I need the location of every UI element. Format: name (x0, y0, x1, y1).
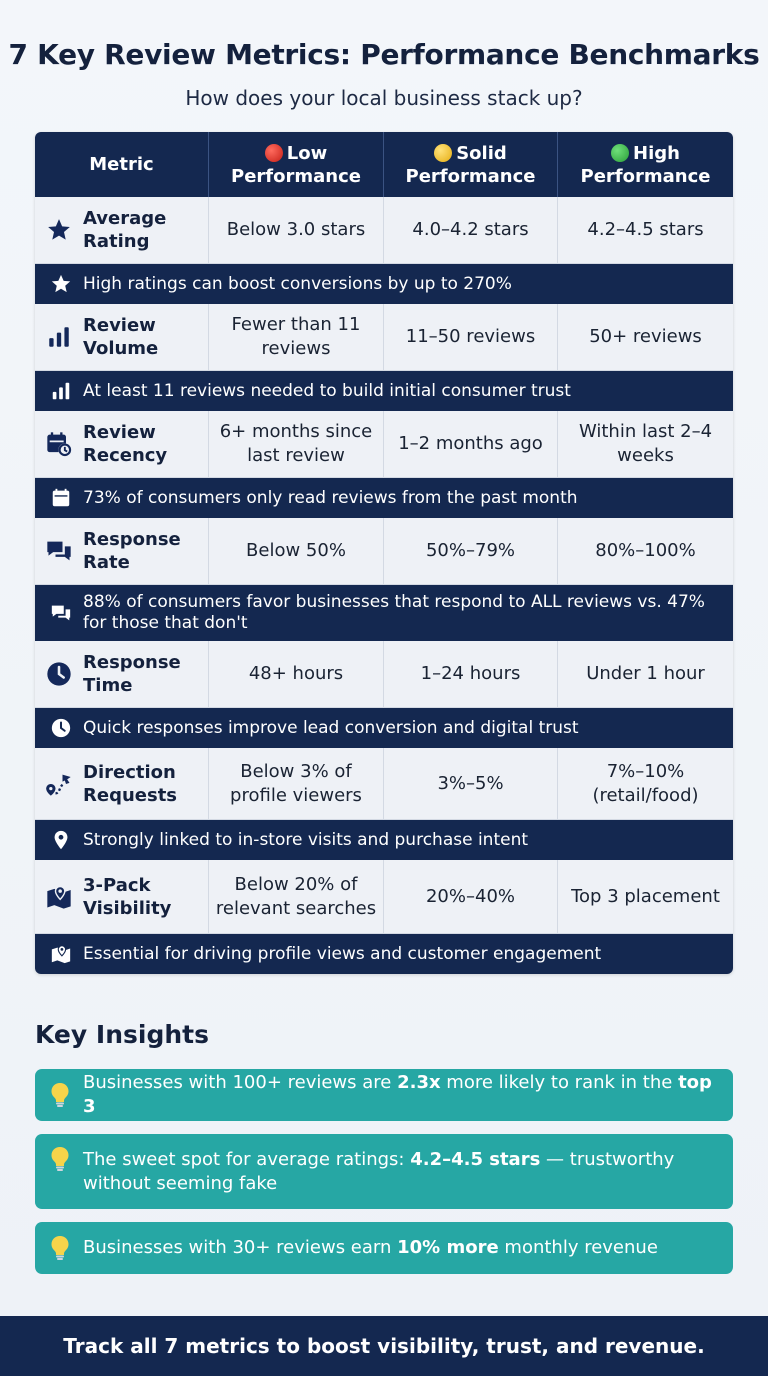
low-cell: Below 20% of relevant searches (209, 860, 384, 933)
header-high: High Performance (558, 132, 733, 197)
header-solid: Solid Performance (384, 132, 558, 197)
metric-cell: Response Time (35, 641, 209, 707)
green-dot-icon (611, 143, 630, 162)
solid-cell: 11–50 reviews (384, 304, 558, 370)
clock-icon (49, 716, 73, 740)
high-cell: Top 3 placement (571, 885, 720, 907)
note-text: Strongly linked to in-store visits and p… (83, 829, 529, 850)
calendar-icon (49, 486, 73, 510)
note-text: Essential for driving profile views and … (83, 943, 602, 964)
header-high-label: High Performance (580, 142, 711, 187)
chat-bubbles-icon (45, 537, 73, 565)
insight-text: The sweet spot for average ratings: 4.2–… (83, 1148, 675, 1194)
low-cell: 48+ hours (209, 641, 384, 707)
metric-cell: Direction Requests (35, 748, 209, 819)
note-band: High ratings can boost conversions by up… (35, 264, 733, 304)
note-text: Quick responses improve lead conversion … (83, 717, 579, 738)
solid-cell: 1–2 months ago (384, 411, 558, 477)
metric-name: Review Volume (83, 315, 159, 359)
high-cell: 7%–10% (retail/food) (592, 760, 699, 806)
high-cell: Within last 2–4 weeks (578, 421, 713, 466)
note-text: 73% of consumers only read reviews from … (83, 487, 578, 508)
bar-chart-icon (49, 379, 73, 403)
calendar-clock-icon (45, 430, 73, 458)
table-row: Response Time 48+ hours 1–24 hours Under… (35, 641, 733, 708)
solid-cell: 4.0–4.2 stars (384, 197, 558, 263)
metric-cell: Review Volume (35, 304, 209, 370)
note-text: At least 11 reviews needed to build init… (83, 380, 571, 401)
note-band: Strongly linked to in-store visits and p… (35, 820, 733, 860)
star-icon (45, 216, 73, 244)
insights-title: Key Insights (35, 1020, 209, 1049)
lightbulb-icon (51, 1236, 69, 1260)
lightbulb-icon (51, 1147, 69, 1171)
low-cell: Below 3.0 stars (209, 197, 384, 263)
low-cell: Below 3% of profile viewers (209, 748, 384, 819)
solid-cell: 1–24 hours (384, 641, 558, 707)
header-metric: Metric (35, 132, 209, 197)
high-cell: 80%–100% (595, 540, 696, 561)
map-pin-icon (49, 942, 73, 966)
insight-card: The sweet spot for average ratings: 4.2–… (35, 1134, 733, 1209)
note-band: 88% of consumers favor businesses that r… (35, 585, 733, 641)
low-cell: Below 50% (209, 518, 384, 584)
header-solid-label: Solid Performance (405, 142, 536, 187)
chat-bubbles-icon (49, 601, 73, 625)
metric-cell: Response Rate (35, 518, 209, 584)
insight-card: Businesses with 30+ reviews earn 10% mor… (35, 1222, 733, 1274)
note-text: High ratings can boost conversions by up… (83, 273, 512, 294)
metric-name: Direction Requests (83, 761, 178, 806)
footer-banner: Track all 7 metrics to boost visibility,… (0, 1316, 768, 1376)
high-cell: Under 1 hour (586, 663, 705, 684)
benchmarks-table: Metric Low Performance Solid Performance… (35, 132, 733, 974)
header-low-label: Low Performance (231, 142, 361, 187)
metric-name: 3-Pack Visibility (83, 874, 172, 919)
solid-cell: 3%–5% (384, 748, 558, 819)
solid-cell: 50%–79% (384, 518, 558, 584)
lightbulb-icon (51, 1083, 69, 1107)
red-dot-icon (264, 143, 283, 162)
page-title: 7 Key Review Metrics: Performance Benchm… (8, 38, 760, 71)
insight-text: Businesses with 100+ reviews are 2.3x mo… (83, 1072, 712, 1117)
table-row: Average Rating Below 3.0 stars 4.0–4.2 s… (35, 197, 733, 264)
metric-name: Review Recency (83, 422, 168, 466)
table-row: Review Recency 6+ months since last revi… (35, 411, 733, 478)
note-band: Essential for driving profile views and … (35, 934, 733, 974)
metric-name: Response Time (83, 652, 181, 696)
low-cell: Fewer than 11 reviews (209, 304, 384, 370)
metric-name: Response Rate (83, 529, 181, 573)
yellow-dot-icon (434, 143, 453, 162)
insight-text: Businesses with 30+ reviews earn 10% mor… (83, 1237, 658, 1258)
metric-cell: 3-Pack Visibility (35, 860, 209, 933)
note-band: 73% of consumers only read reviews from … (35, 478, 733, 518)
metric-cell: Review Recency (35, 411, 209, 477)
insight-card: Businesses with 100+ reviews are 2.3x mo… (35, 1069, 733, 1121)
table-row: Direction Requests Below 3% of profile v… (35, 748, 733, 820)
location-pin-icon (49, 828, 73, 852)
table-header: Metric Low Performance Solid Performance… (35, 132, 733, 197)
table-row: Review Volume Fewer than 11 reviews 11–5… (35, 304, 733, 371)
table-row: Response Rate Below 50% 50%–79% 80%–100% (35, 518, 733, 585)
note-band: At least 11 reviews needed to build init… (35, 371, 733, 411)
note-text: 88% of consumers favor businesses that r… (83, 592, 705, 633)
clock-icon (45, 660, 73, 688)
metric-name: Average Rating (83, 208, 167, 252)
high-cell: 4.2–4.5 stars (587, 219, 704, 240)
metric-cell: Average Rating (35, 197, 209, 263)
high-cell: 50+ reviews (589, 326, 702, 347)
solid-cell: 20%–40% (384, 860, 558, 933)
map-pin-icon (45, 883, 73, 911)
header-low: Low Performance (209, 132, 384, 197)
directions-icon (45, 770, 73, 798)
page-subtitle: How does your local business stack up? (185, 86, 583, 110)
star-icon (49, 272, 73, 296)
table-row: 3-Pack Visibility Below 20% of relevant … (35, 860, 733, 934)
bar-chart-icon (45, 323, 73, 351)
note-band: Quick responses improve lead conversion … (35, 708, 733, 748)
low-cell: 6+ months since last review (209, 411, 384, 477)
